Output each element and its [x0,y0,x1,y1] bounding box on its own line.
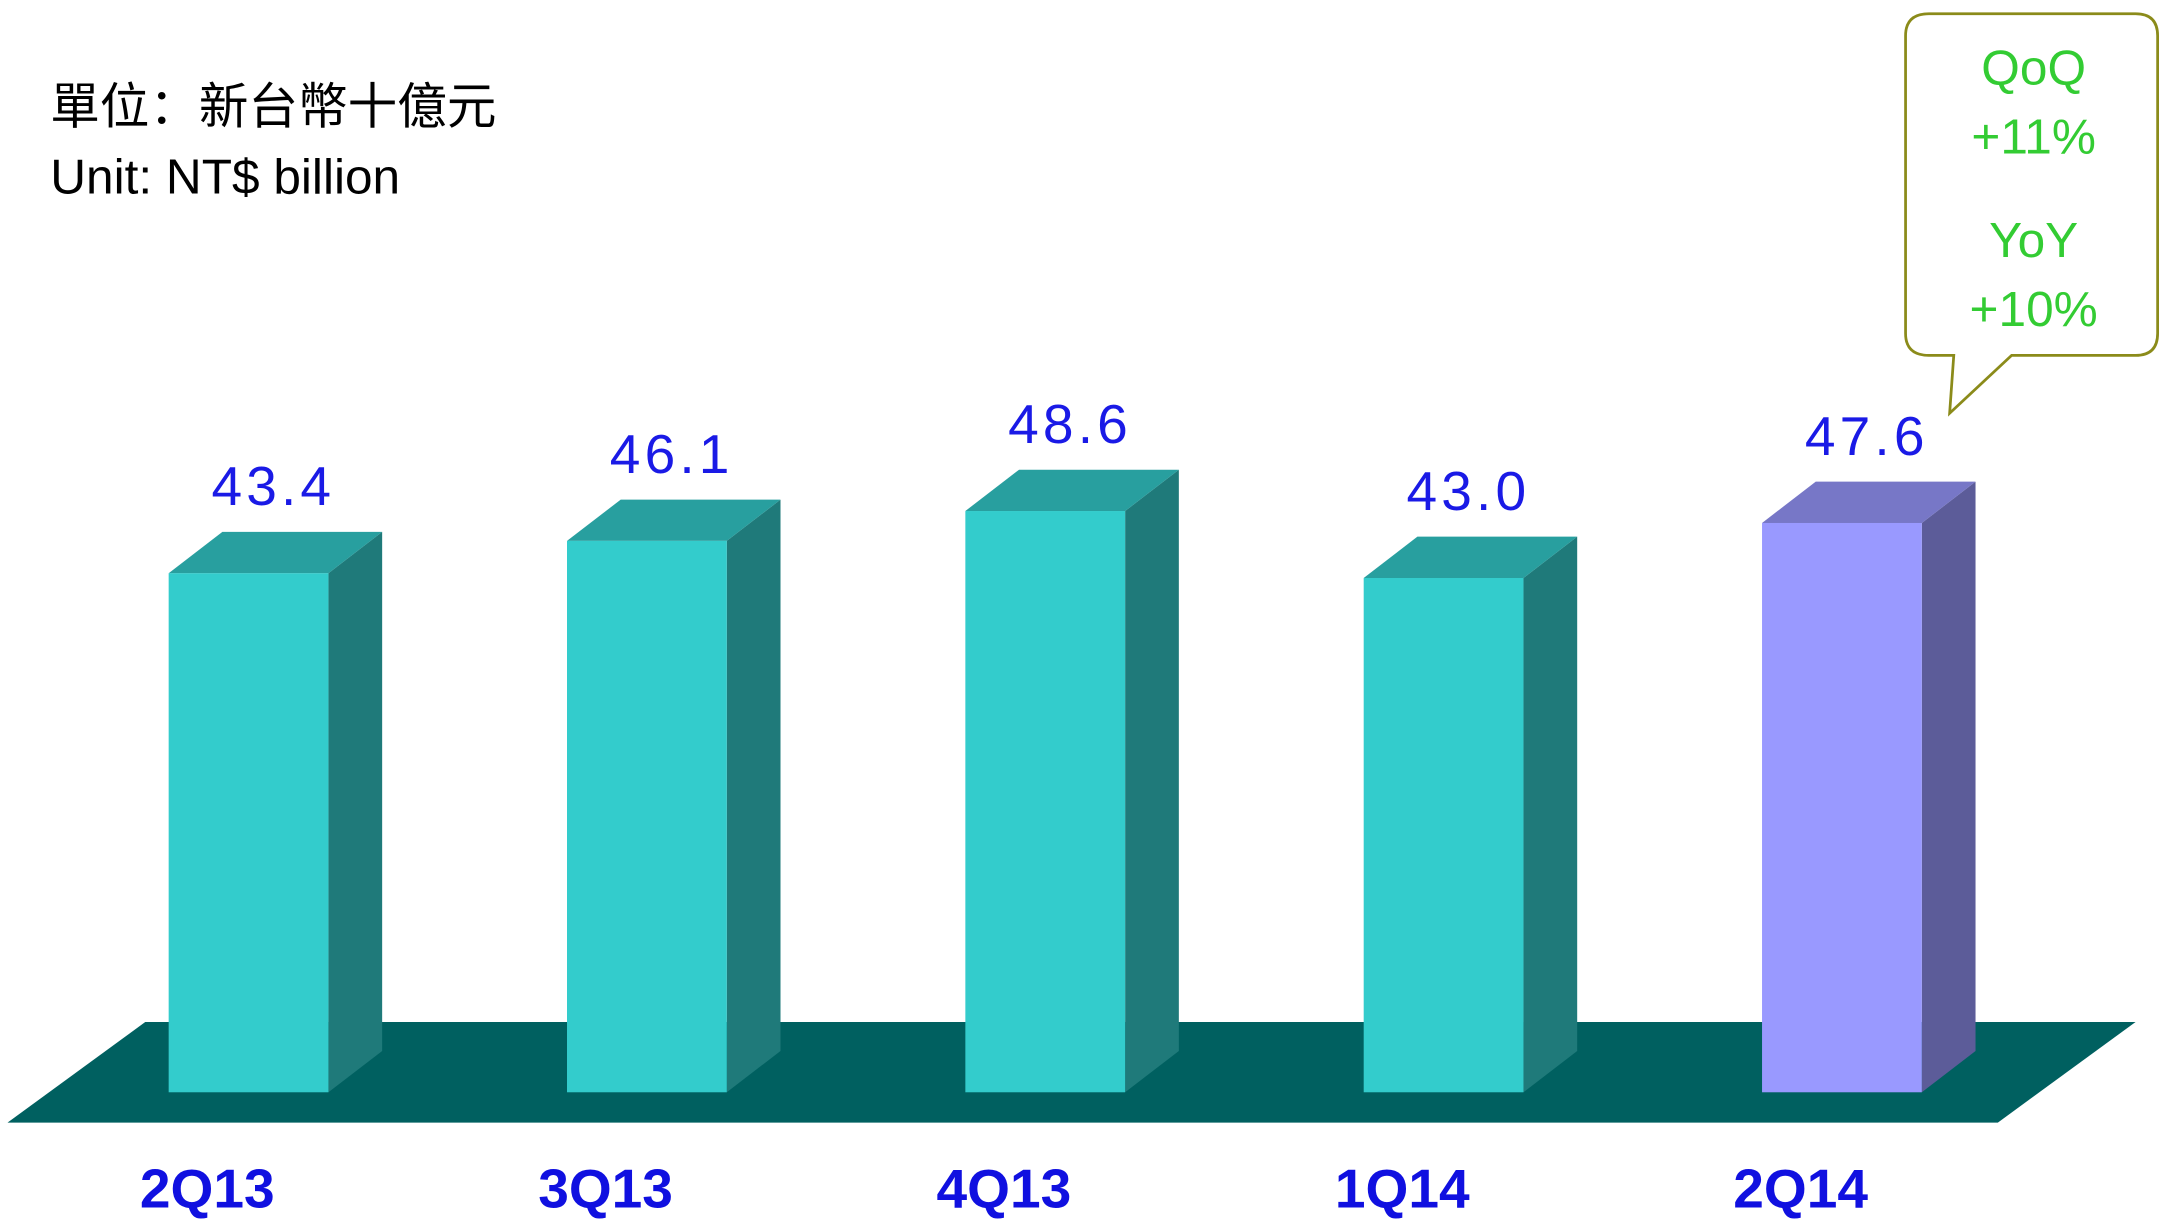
bar [168,573,329,1093]
annotation: QoQ [1981,40,2086,96]
bar-top [567,499,781,541]
annotation: +10% [1970,281,2098,337]
bar-top [965,469,1179,512]
annotation: +11% [1971,109,2096,165]
unit-label-en: Unit: NT$ billion [50,149,400,205]
annotation: YoY [1989,212,2078,268]
x-tick-label: 3Q13 [538,1157,673,1219]
value-label: 47.6 [1805,405,1929,467]
bar-top [1762,481,1976,523]
value-label: 46.1 [610,423,734,485]
bar-side [328,531,383,1093]
bar-top [1363,536,1578,578]
bar-side [1125,469,1179,1093]
bar-side [1523,536,1578,1093]
x-tick-label: 2Q13 [140,1157,275,1219]
bar-side [1921,481,1976,1093]
bar [1762,522,1922,1093]
x-tick-label: 4Q13 [937,1157,1072,1219]
value-label: 48.6 [1008,393,1132,455]
x-tick-label: 1Q14 [1335,1157,1470,1219]
unit-label-zh: 單位：新台幣十億元 [50,78,496,134]
x-tick-label: 2Q14 [1733,1157,1868,1219]
bar [1363,577,1524,1093]
bar-side [726,499,781,1093]
bar-top [168,531,383,574]
value-label: 43.4 [211,455,335,517]
value-label: 43.0 [1407,460,1531,522]
bar [965,511,1126,1093]
bar [567,540,727,1093]
callout-box [1904,12,2160,417]
